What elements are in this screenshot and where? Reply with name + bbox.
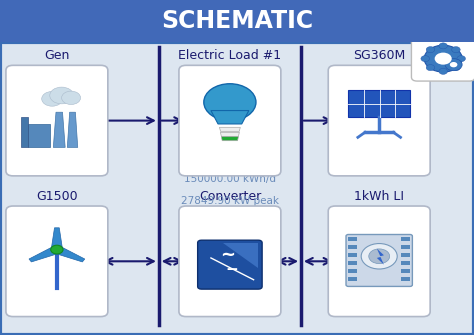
FancyBboxPatch shape — [401, 245, 410, 249]
Polygon shape — [211, 111, 249, 124]
Polygon shape — [223, 243, 258, 268]
Circle shape — [426, 47, 435, 53]
Circle shape — [452, 47, 460, 53]
Circle shape — [421, 56, 429, 62]
FancyBboxPatch shape — [21, 117, 28, 147]
FancyBboxPatch shape — [401, 269, 410, 273]
Polygon shape — [29, 246, 60, 262]
FancyBboxPatch shape — [348, 261, 357, 265]
Circle shape — [450, 62, 457, 67]
Circle shape — [51, 245, 63, 254]
FancyBboxPatch shape — [348, 277, 357, 281]
FancyBboxPatch shape — [0, 0, 474, 42]
Text: Converter: Converter — [199, 190, 261, 203]
Circle shape — [424, 45, 462, 72]
FancyBboxPatch shape — [348, 90, 410, 117]
Circle shape — [439, 68, 447, 74]
Polygon shape — [51, 228, 63, 250]
FancyBboxPatch shape — [348, 253, 357, 257]
Circle shape — [435, 53, 452, 65]
Text: AC: AC — [146, 27, 172, 45]
Polygon shape — [67, 112, 78, 147]
Text: −: − — [226, 262, 238, 277]
Polygon shape — [377, 249, 384, 265]
Circle shape — [361, 244, 397, 269]
FancyBboxPatch shape — [348, 269, 357, 273]
Circle shape — [457, 56, 465, 62]
Circle shape — [426, 65, 435, 71]
Polygon shape — [53, 112, 65, 147]
Polygon shape — [219, 127, 240, 131]
FancyBboxPatch shape — [401, 277, 410, 281]
FancyBboxPatch shape — [179, 65, 281, 176]
Text: 150000.00 kWh/d: 150000.00 kWh/d — [184, 174, 276, 184]
Polygon shape — [221, 137, 238, 141]
FancyBboxPatch shape — [346, 234, 412, 286]
Text: SG360M: SG360M — [353, 49, 405, 62]
Circle shape — [204, 84, 256, 121]
Text: Gen: Gen — [44, 49, 70, 62]
Text: Electric Load #1: Electric Load #1 — [178, 49, 282, 62]
Circle shape — [452, 65, 460, 71]
FancyBboxPatch shape — [328, 65, 430, 176]
FancyBboxPatch shape — [328, 206, 430, 317]
Circle shape — [50, 87, 73, 104]
FancyBboxPatch shape — [0, 42, 474, 335]
Text: SCHEMATIC: SCHEMATIC — [161, 9, 313, 33]
Text: 27849.90 kW peak: 27849.90 kW peak — [181, 196, 279, 206]
Polygon shape — [220, 132, 239, 136]
FancyBboxPatch shape — [348, 237, 357, 241]
FancyBboxPatch shape — [401, 237, 410, 241]
FancyBboxPatch shape — [28, 124, 50, 147]
FancyBboxPatch shape — [401, 261, 410, 265]
FancyBboxPatch shape — [411, 36, 474, 81]
FancyBboxPatch shape — [6, 65, 108, 176]
FancyBboxPatch shape — [401, 253, 410, 257]
Text: 1kWh LI: 1kWh LI — [354, 190, 404, 203]
Circle shape — [439, 43, 447, 49]
FancyBboxPatch shape — [198, 240, 262, 289]
Polygon shape — [54, 246, 85, 262]
Circle shape — [445, 59, 462, 71]
Circle shape — [62, 91, 81, 105]
FancyBboxPatch shape — [348, 245, 357, 249]
FancyBboxPatch shape — [6, 206, 108, 317]
Text: ~: ~ — [220, 246, 235, 264]
Circle shape — [369, 249, 390, 264]
Text: DC: DC — [288, 27, 314, 45]
FancyBboxPatch shape — [179, 206, 281, 317]
Text: G1500: G1500 — [36, 190, 78, 203]
Circle shape — [42, 91, 63, 106]
